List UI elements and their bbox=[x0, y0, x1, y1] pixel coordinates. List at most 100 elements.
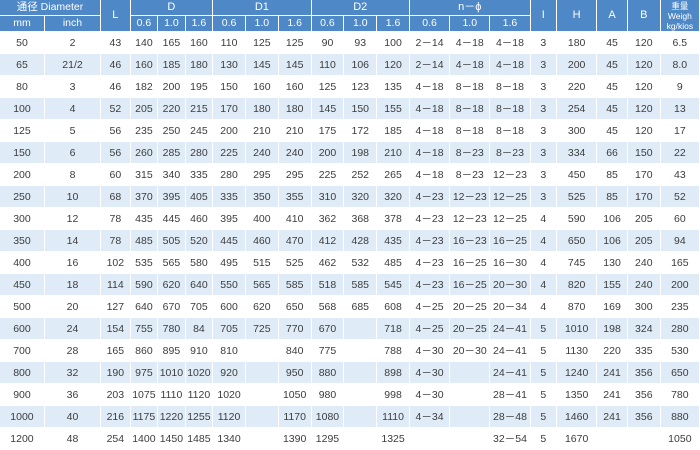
cell-inch: 28 bbox=[44, 339, 102, 362]
cell-H: 180 bbox=[556, 31, 598, 54]
cell-D2-1.0: 585 bbox=[343, 273, 378, 296]
cell-n-phi-0.6: 4－18 bbox=[409, 75, 451, 98]
cell-n-phi-1.0: 20－25 bbox=[449, 317, 491, 340]
cell-D-1.0: 1220 bbox=[157, 405, 186, 428]
cell-D1-0.6: 200 bbox=[212, 119, 246, 142]
cell-D1-1.0: 145 bbox=[245, 53, 279, 76]
cell-I: 3 bbox=[530, 31, 558, 54]
table-row: 250 10 68 370 395 405 335 350 355 310 320 320 4－23 12… bbox=[0, 185, 700, 208]
cell-H: 745 bbox=[556, 251, 598, 274]
cell-n-phi-0.6: 4－18 bbox=[409, 97, 451, 120]
header-A: A bbox=[596, 0, 628, 32]
cell-D-1.0: 565 bbox=[157, 251, 186, 274]
header-D1-pressure: 1.6 bbox=[278, 15, 312, 32]
cell-D2-1.0 bbox=[343, 361, 378, 384]
cell-D2-0.6: 90 bbox=[311, 31, 345, 54]
cell-L: 127 bbox=[100, 295, 131, 318]
cell-A: 241 bbox=[596, 405, 628, 428]
cell-H: 300 bbox=[556, 119, 598, 142]
cell-n-phi-0.6: 4－25 bbox=[409, 295, 451, 318]
table-row: 900 36 203 1075 1110 1120 1020 1050 980 998 4－30 28… bbox=[0, 383, 700, 406]
cell-A: 66 bbox=[596, 141, 628, 164]
cell-mm: 250 bbox=[0, 185, 45, 208]
cell-D-0.6: 590 bbox=[130, 273, 159, 296]
cell-D-1.6: 180 bbox=[185, 53, 214, 76]
cell-D2-1.6: 378 bbox=[376, 207, 410, 230]
cell-D-1.6: 1120 bbox=[185, 383, 214, 406]
table-row: 80 3 46 182 200 195 150 160 160 125 123 135 4－18 8－18… bbox=[0, 75, 700, 98]
cell-A: 198 bbox=[596, 317, 628, 340]
cell-D-0.6: 260 bbox=[130, 141, 159, 164]
cell-D1-0.6: 110 bbox=[212, 31, 246, 54]
cell-D2-0.6: 1080 bbox=[311, 405, 345, 428]
cell-H: 1130 bbox=[556, 339, 598, 362]
cell-D-1.6: 335 bbox=[185, 163, 214, 186]
table-row: 800 32 190 975 1010 1020 920 950 880 898 4－30 24－41… bbox=[0, 361, 700, 384]
cell-D2-1.0: 172 bbox=[343, 119, 378, 142]
cell-n-phi-0.6: 4－23 bbox=[409, 185, 451, 208]
cell-D-1.6: 245 bbox=[185, 119, 214, 142]
cell-n-phi-1.0: 8－18 bbox=[449, 119, 491, 142]
cell-D1-0.6: 130 bbox=[212, 53, 246, 76]
table-row: 450 18 114 590 620 640 550 565 585 518 585 545 4－23 1… bbox=[0, 273, 700, 296]
cell-D1-0.6: 170 bbox=[212, 97, 246, 120]
header-D2-pressure: 0.6 bbox=[311, 15, 345, 32]
cell-H: 1460 bbox=[556, 405, 598, 428]
cell-I: 3 bbox=[530, 97, 558, 120]
cell-n-phi-0.6: 4－23 bbox=[409, 207, 451, 230]
cell-D2-1.6: 1110 bbox=[376, 405, 410, 428]
cell-n-phi-0.6: 4－18 bbox=[409, 163, 451, 186]
cell-A: 45 bbox=[596, 31, 628, 54]
cell-A: 106 bbox=[596, 229, 628, 252]
cell-D2-0.6: 310 bbox=[311, 185, 345, 208]
cell-D-1.6: 1020 bbox=[185, 361, 214, 384]
header-n-phi: n－ϕ bbox=[409, 0, 531, 16]
cell-D1-1.0 bbox=[245, 405, 279, 428]
cell-n-phi-1.6: 12－25 bbox=[489, 185, 531, 208]
table-row: 600 24 154 755 780 84 705 725 770 670 718 4－25 20－25… bbox=[0, 317, 700, 340]
header-weight: 重量 Weigh kg/kios bbox=[660, 0, 700, 32]
cell-n-phi-1.6: 4－18 bbox=[489, 31, 531, 54]
cell-D2-1.6: 155 bbox=[376, 97, 410, 120]
cell-D-0.6: 205 bbox=[130, 97, 159, 120]
cell-D1-0.6: 495 bbox=[212, 251, 246, 274]
cell-A: 45 bbox=[596, 53, 628, 76]
cell-D-1.6: 215 bbox=[185, 97, 214, 120]
cell-D1-1.0: 515 bbox=[245, 251, 279, 274]
cell-D-0.6: 140 bbox=[130, 31, 159, 54]
header-D1-pressure: 0.6 bbox=[212, 15, 246, 32]
cell-D1-0.6: 335 bbox=[212, 185, 246, 208]
cell-D2-1.6: 135 bbox=[376, 75, 410, 98]
cell-D-0.6: 235 bbox=[130, 119, 159, 142]
cell-A: 45 bbox=[596, 119, 628, 142]
cell-D2-0.6: 518 bbox=[311, 273, 345, 296]
cell-inch: 14 bbox=[44, 229, 102, 252]
cell-inch: 5 bbox=[44, 119, 102, 142]
cell-I: 5 bbox=[530, 383, 558, 406]
cell-D2-1.0 bbox=[343, 405, 378, 428]
cell-D2-0.6: 412 bbox=[311, 229, 345, 252]
header-inch: inch bbox=[44, 15, 102, 32]
cell-I: 3 bbox=[530, 141, 558, 164]
cell-weight: 94 bbox=[660, 229, 700, 252]
cell-weight: 52 bbox=[660, 185, 700, 208]
cell-D2-1.6: 718 bbox=[376, 317, 410, 340]
cell-I: 5 bbox=[530, 361, 558, 384]
cell-inch: 32 bbox=[44, 361, 102, 384]
cell-D2-1.6: 210 bbox=[376, 141, 410, 164]
cell-B: 300 bbox=[627, 295, 661, 318]
cell-I: 3 bbox=[530, 185, 558, 208]
cell-D2-1.6: 485 bbox=[376, 251, 410, 274]
cell-D1-1.6: 1050 bbox=[278, 383, 312, 406]
cell-B: 356 bbox=[627, 383, 661, 406]
cell-D2-1.6: 545 bbox=[376, 273, 410, 296]
cell-D-0.6: 160 bbox=[130, 53, 159, 76]
cell-mm: 600 bbox=[0, 317, 45, 340]
cell-mm: 900 bbox=[0, 383, 45, 406]
cell-D1-0.6: 920 bbox=[212, 361, 246, 384]
cell-D-1.0: 285 bbox=[157, 141, 186, 164]
cell-n-phi-1.6: 28－48 bbox=[489, 405, 531, 428]
cell-D2-1.0: 532 bbox=[343, 251, 378, 274]
cell-I: 3 bbox=[530, 75, 558, 98]
cell-D-1.0: 670 bbox=[157, 295, 186, 318]
